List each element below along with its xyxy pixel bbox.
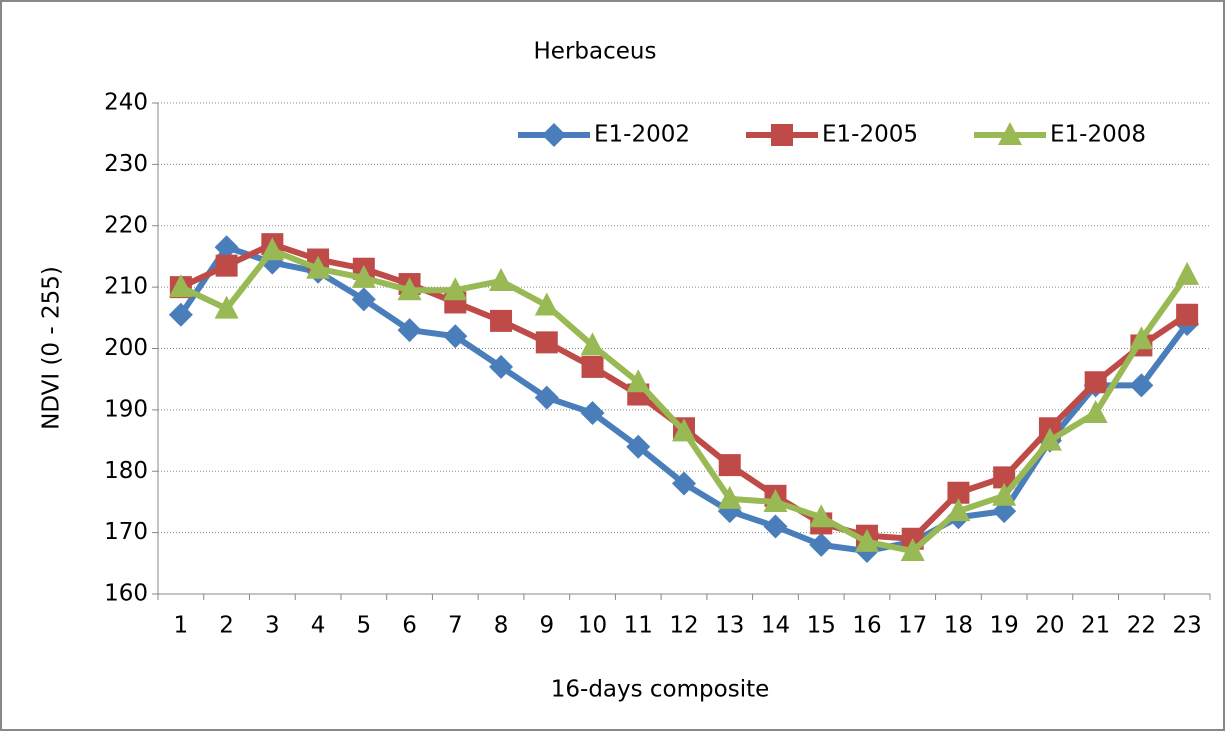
chart-title: Herbaceus: [534, 39, 657, 65]
marker: [993, 466, 1016, 489]
y-tick-label: 160: [104, 581, 148, 607]
x-tick-label: 1: [174, 613, 189, 639]
marker: [306, 255, 331, 279]
marker: [489, 267, 514, 291]
x-tick-label: 20: [1035, 613, 1064, 639]
x-tick-label: 17: [898, 613, 927, 639]
x-tick-label: 16: [852, 613, 881, 639]
x-tick-label: 6: [402, 613, 417, 639]
marker: [489, 354, 514, 379]
marker: [580, 332, 605, 356]
marker: [1129, 373, 1154, 398]
x-tick-label: 2: [219, 613, 234, 639]
marker: [947, 481, 970, 504]
marker: [717, 485, 742, 509]
y-tick-label: 170: [104, 519, 148, 545]
x-tick-label: 15: [807, 613, 836, 639]
marker: [1129, 326, 1154, 350]
y-tick-label: 200: [104, 335, 148, 361]
legend-label: E1-2008: [1050, 122, 1146, 148]
x-tick-label: 7: [448, 613, 463, 639]
y-tick-label: 220: [104, 212, 148, 238]
legend-label: E1-2005: [822, 122, 918, 148]
marker: [672, 471, 696, 496]
x-tick-label: 10: [578, 613, 607, 639]
marker: [443, 277, 468, 301]
y-axis-label: NDVI (0 - 255): [39, 266, 65, 430]
legend-marker: [542, 123, 566, 147]
marker: [1037, 427, 1062, 451]
marker: [214, 295, 239, 319]
marker: [214, 235, 239, 260]
marker: [397, 318, 422, 343]
x-tick-label: 11: [624, 613, 653, 639]
marker: [168, 302, 193, 327]
x-tick-label: 5: [357, 613, 372, 639]
marker: [215, 254, 238, 277]
x-tick-label: 3: [265, 613, 280, 639]
y-tick-label: 230: [104, 151, 148, 177]
x-tick-label: 18: [944, 613, 973, 639]
marker: [626, 369, 651, 393]
x-tick-label: 19: [990, 613, 1019, 639]
x-tick-label: 21: [1081, 613, 1110, 639]
marker: [763, 514, 788, 539]
y-tick-label: 210: [104, 274, 148, 300]
x-tick-label: 14: [761, 613, 790, 639]
marker: [718, 454, 741, 477]
marker: [443, 324, 468, 349]
marker: [490, 309, 513, 332]
marker: [351, 264, 376, 288]
marker: [809, 532, 834, 557]
legend-label: E1-2002: [594, 122, 690, 148]
marker: [900, 538, 925, 562]
marker: [1083, 399, 1108, 423]
marker: [534, 385, 559, 410]
marker: [534, 292, 559, 316]
legend-marker: [771, 124, 793, 146]
marker: [1175, 261, 1200, 285]
x-tick-label: 12: [669, 613, 698, 639]
legend-marker: [998, 122, 1022, 145]
marker: [992, 482, 1017, 506]
marker: [535, 331, 558, 354]
marker: [1084, 371, 1107, 394]
y-tick-label: 190: [104, 396, 148, 422]
marker: [626, 434, 651, 459]
marker: [946, 498, 971, 522]
x-tick-label: 8: [494, 613, 509, 639]
marker: [351, 287, 376, 312]
marker: [809, 504, 834, 528]
x-tick-label: 4: [311, 613, 326, 639]
x-tick-label: 9: [539, 613, 554, 639]
y-tick-label: 240: [104, 90, 148, 116]
marker: [168, 274, 193, 298]
y-tick-label: 180: [104, 458, 148, 484]
marker: [581, 355, 604, 378]
marker: [672, 418, 696, 442]
marker: [854, 528, 879, 552]
marker: [260, 237, 285, 261]
marker: [580, 400, 605, 425]
x-axis-label: 16-days composite: [551, 677, 770, 703]
marker: [397, 277, 422, 301]
marker: [763, 488, 788, 512]
marker: [1176, 303, 1199, 326]
x-tick-label: 22: [1127, 613, 1156, 639]
x-tick-label: 13: [715, 613, 744, 639]
x-tick-label: 23: [1172, 613, 1201, 639]
